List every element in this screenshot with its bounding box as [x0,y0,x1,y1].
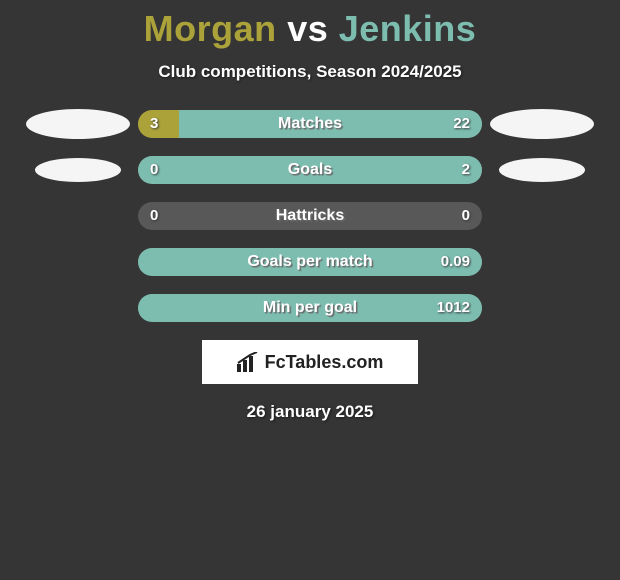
stat-bar: 1012Min per goal [138,294,482,322]
title-player2: Jenkins [339,8,477,49]
comparison-chart: 322Matches02Goals00Hattricks0.09Goals pe… [0,110,620,322]
logo-badge: FcTables.com [202,340,418,384]
stat-bar: 0.09Goals per match [138,248,482,276]
avatar-slot-right [482,158,602,182]
page-title: Morgan vs Jenkins [0,8,620,50]
stat-value-left: 3 [150,110,158,138]
avatar-left [35,158,121,182]
stat-value-right: 22 [453,110,470,138]
logo-text: FcTables.com [265,352,384,373]
stat-row: 02Goals [0,156,620,184]
title-player1: Morgan [144,8,277,49]
avatar-right [490,109,594,139]
stat-row: 0.09Goals per match [0,248,620,276]
bar-fill-right [179,110,482,138]
stat-row: 1012Min per goal [0,294,620,322]
bar-fill-left [138,110,179,138]
avatar-slot-right [482,109,602,139]
stat-value-right: 0 [462,202,470,230]
date-line: 26 january 2025 [0,402,620,422]
stat-bar: 02Goals [138,156,482,184]
bar-fill-right [138,248,482,276]
stat-value-right: 0.09 [441,248,470,276]
stat-row: 0 0Hattricks [0,202,620,230]
stat-label: Hattricks [138,202,482,230]
title-vs: vs [287,8,328,49]
stat-row: 322Matches [0,110,620,138]
stat-bar: 322Matches [138,110,482,138]
bar-fill-right [138,294,482,322]
stat-value-left: 0 [150,156,158,184]
bar-fill-right [138,156,482,184]
avatar-left [26,109,130,139]
avatar-slot-left [18,109,138,139]
stat-value-right: 2 [462,156,470,184]
stat-bar: 0 0Hattricks [138,202,482,230]
avatar-slot-left [18,158,138,182]
stat-value-left: 0 [150,202,158,230]
stat-value-right: 1012 [437,294,470,322]
bar-chart-icon [237,352,259,372]
avatar-right [499,158,585,182]
subtitle: Club competitions, Season 2024/2025 [0,62,620,82]
